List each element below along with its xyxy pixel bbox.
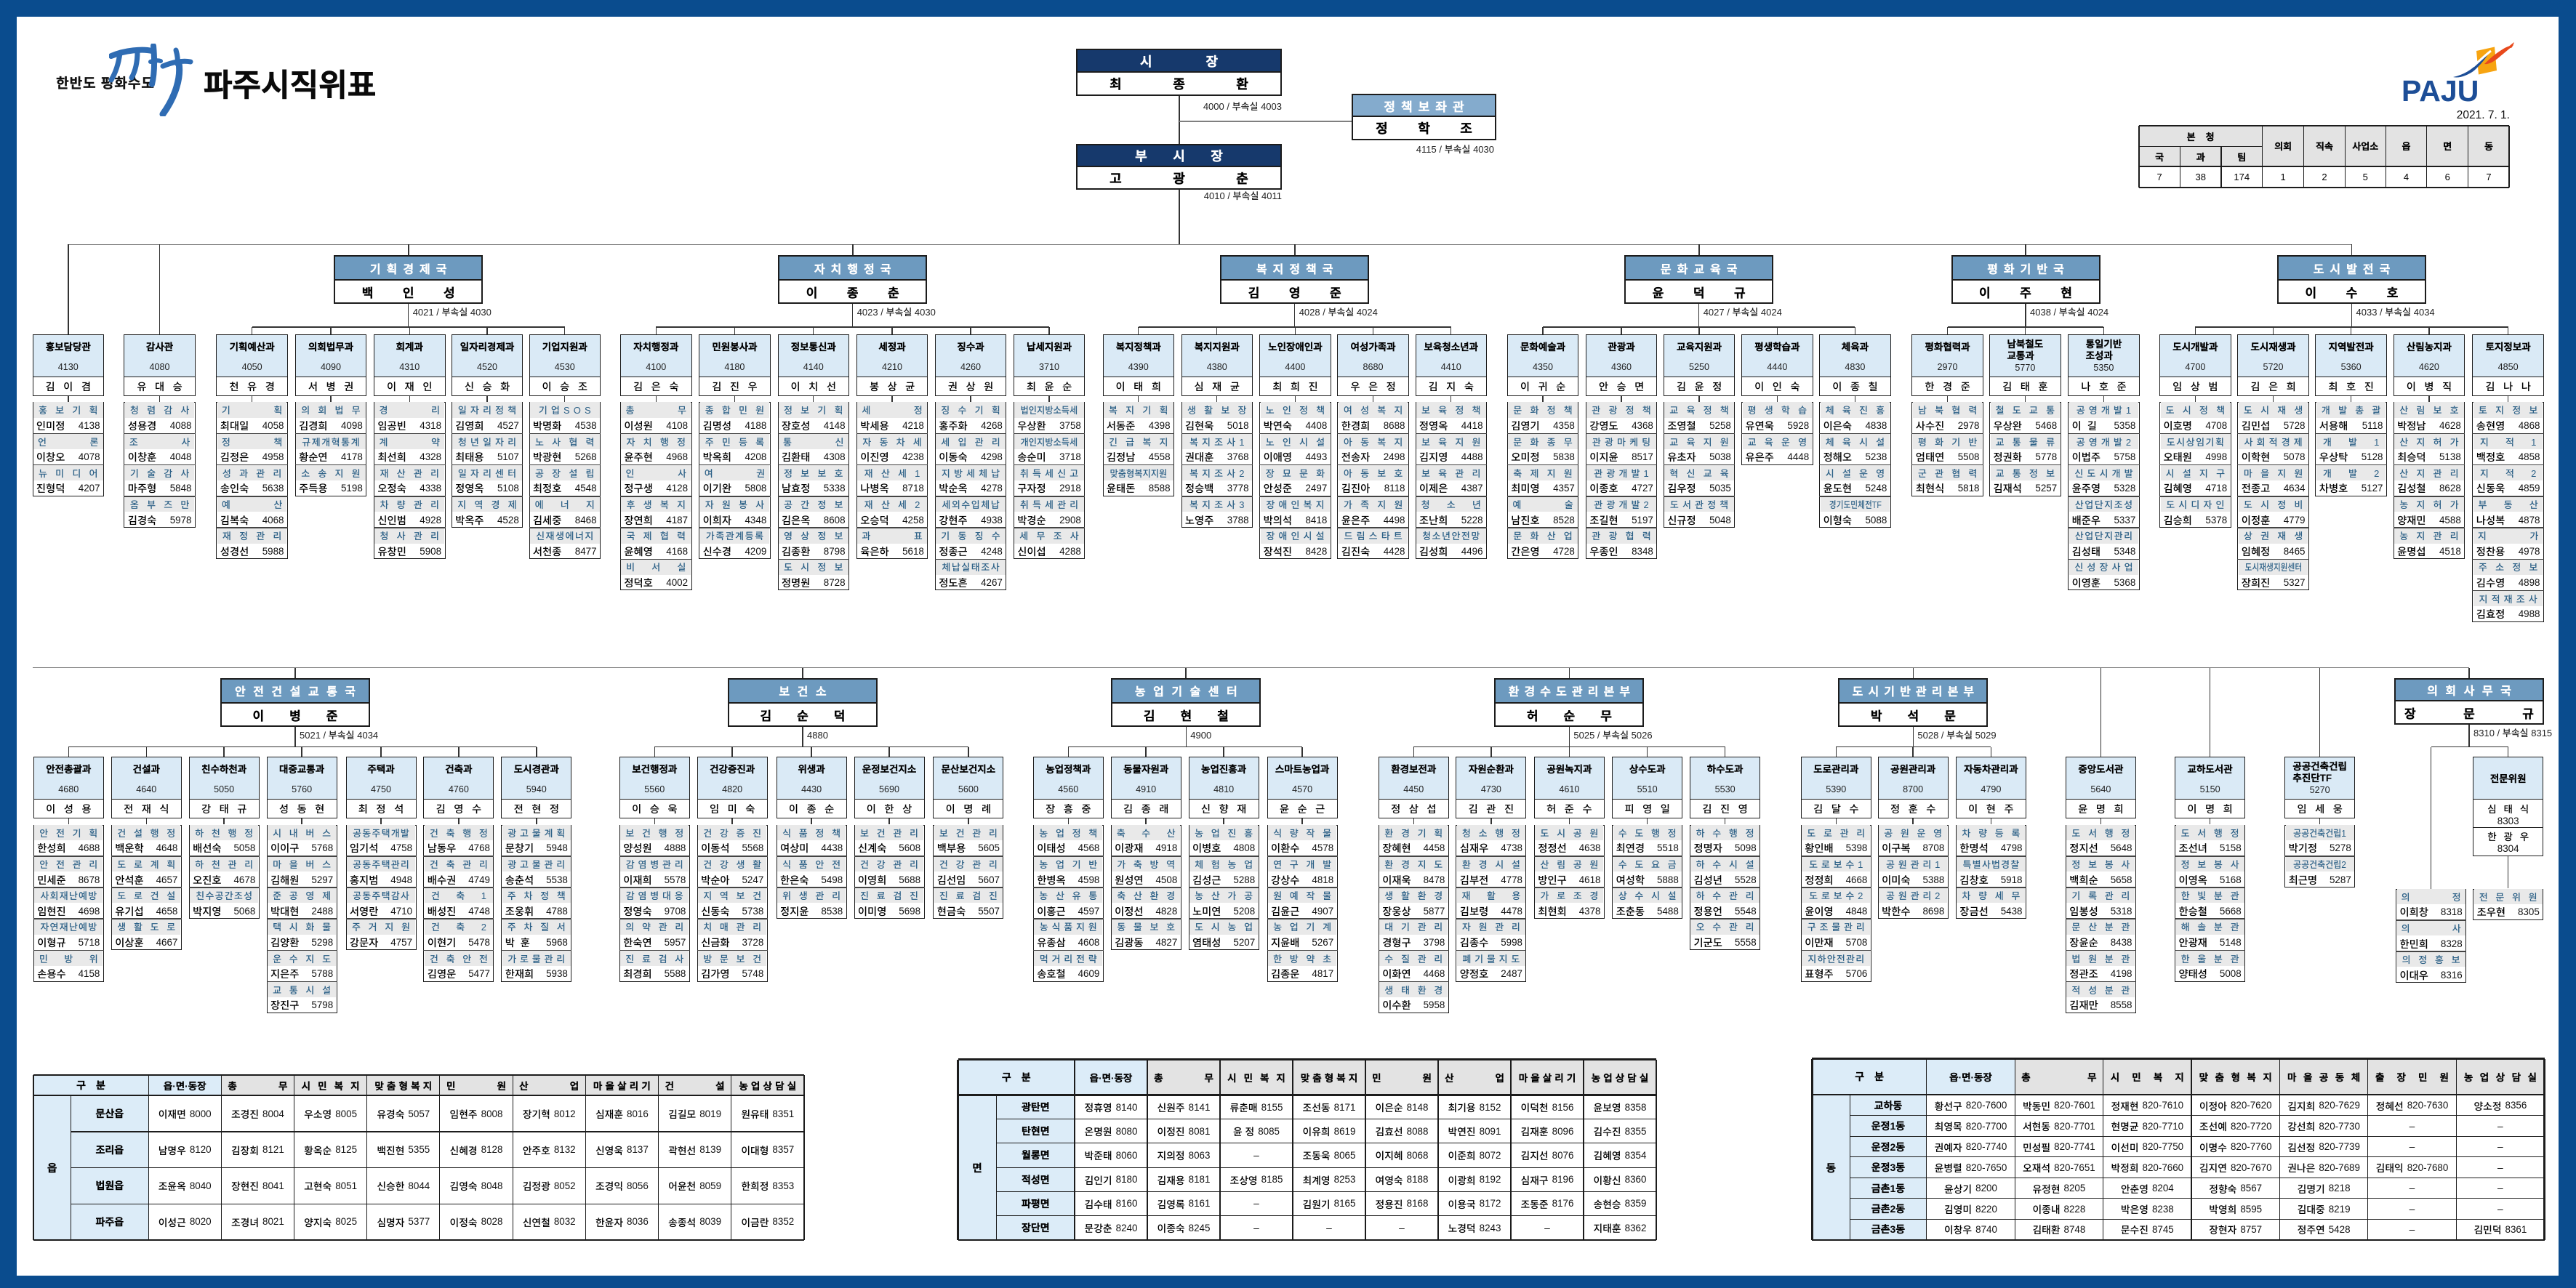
svg-text:PAJU: PAJU (2402, 74, 2479, 108)
